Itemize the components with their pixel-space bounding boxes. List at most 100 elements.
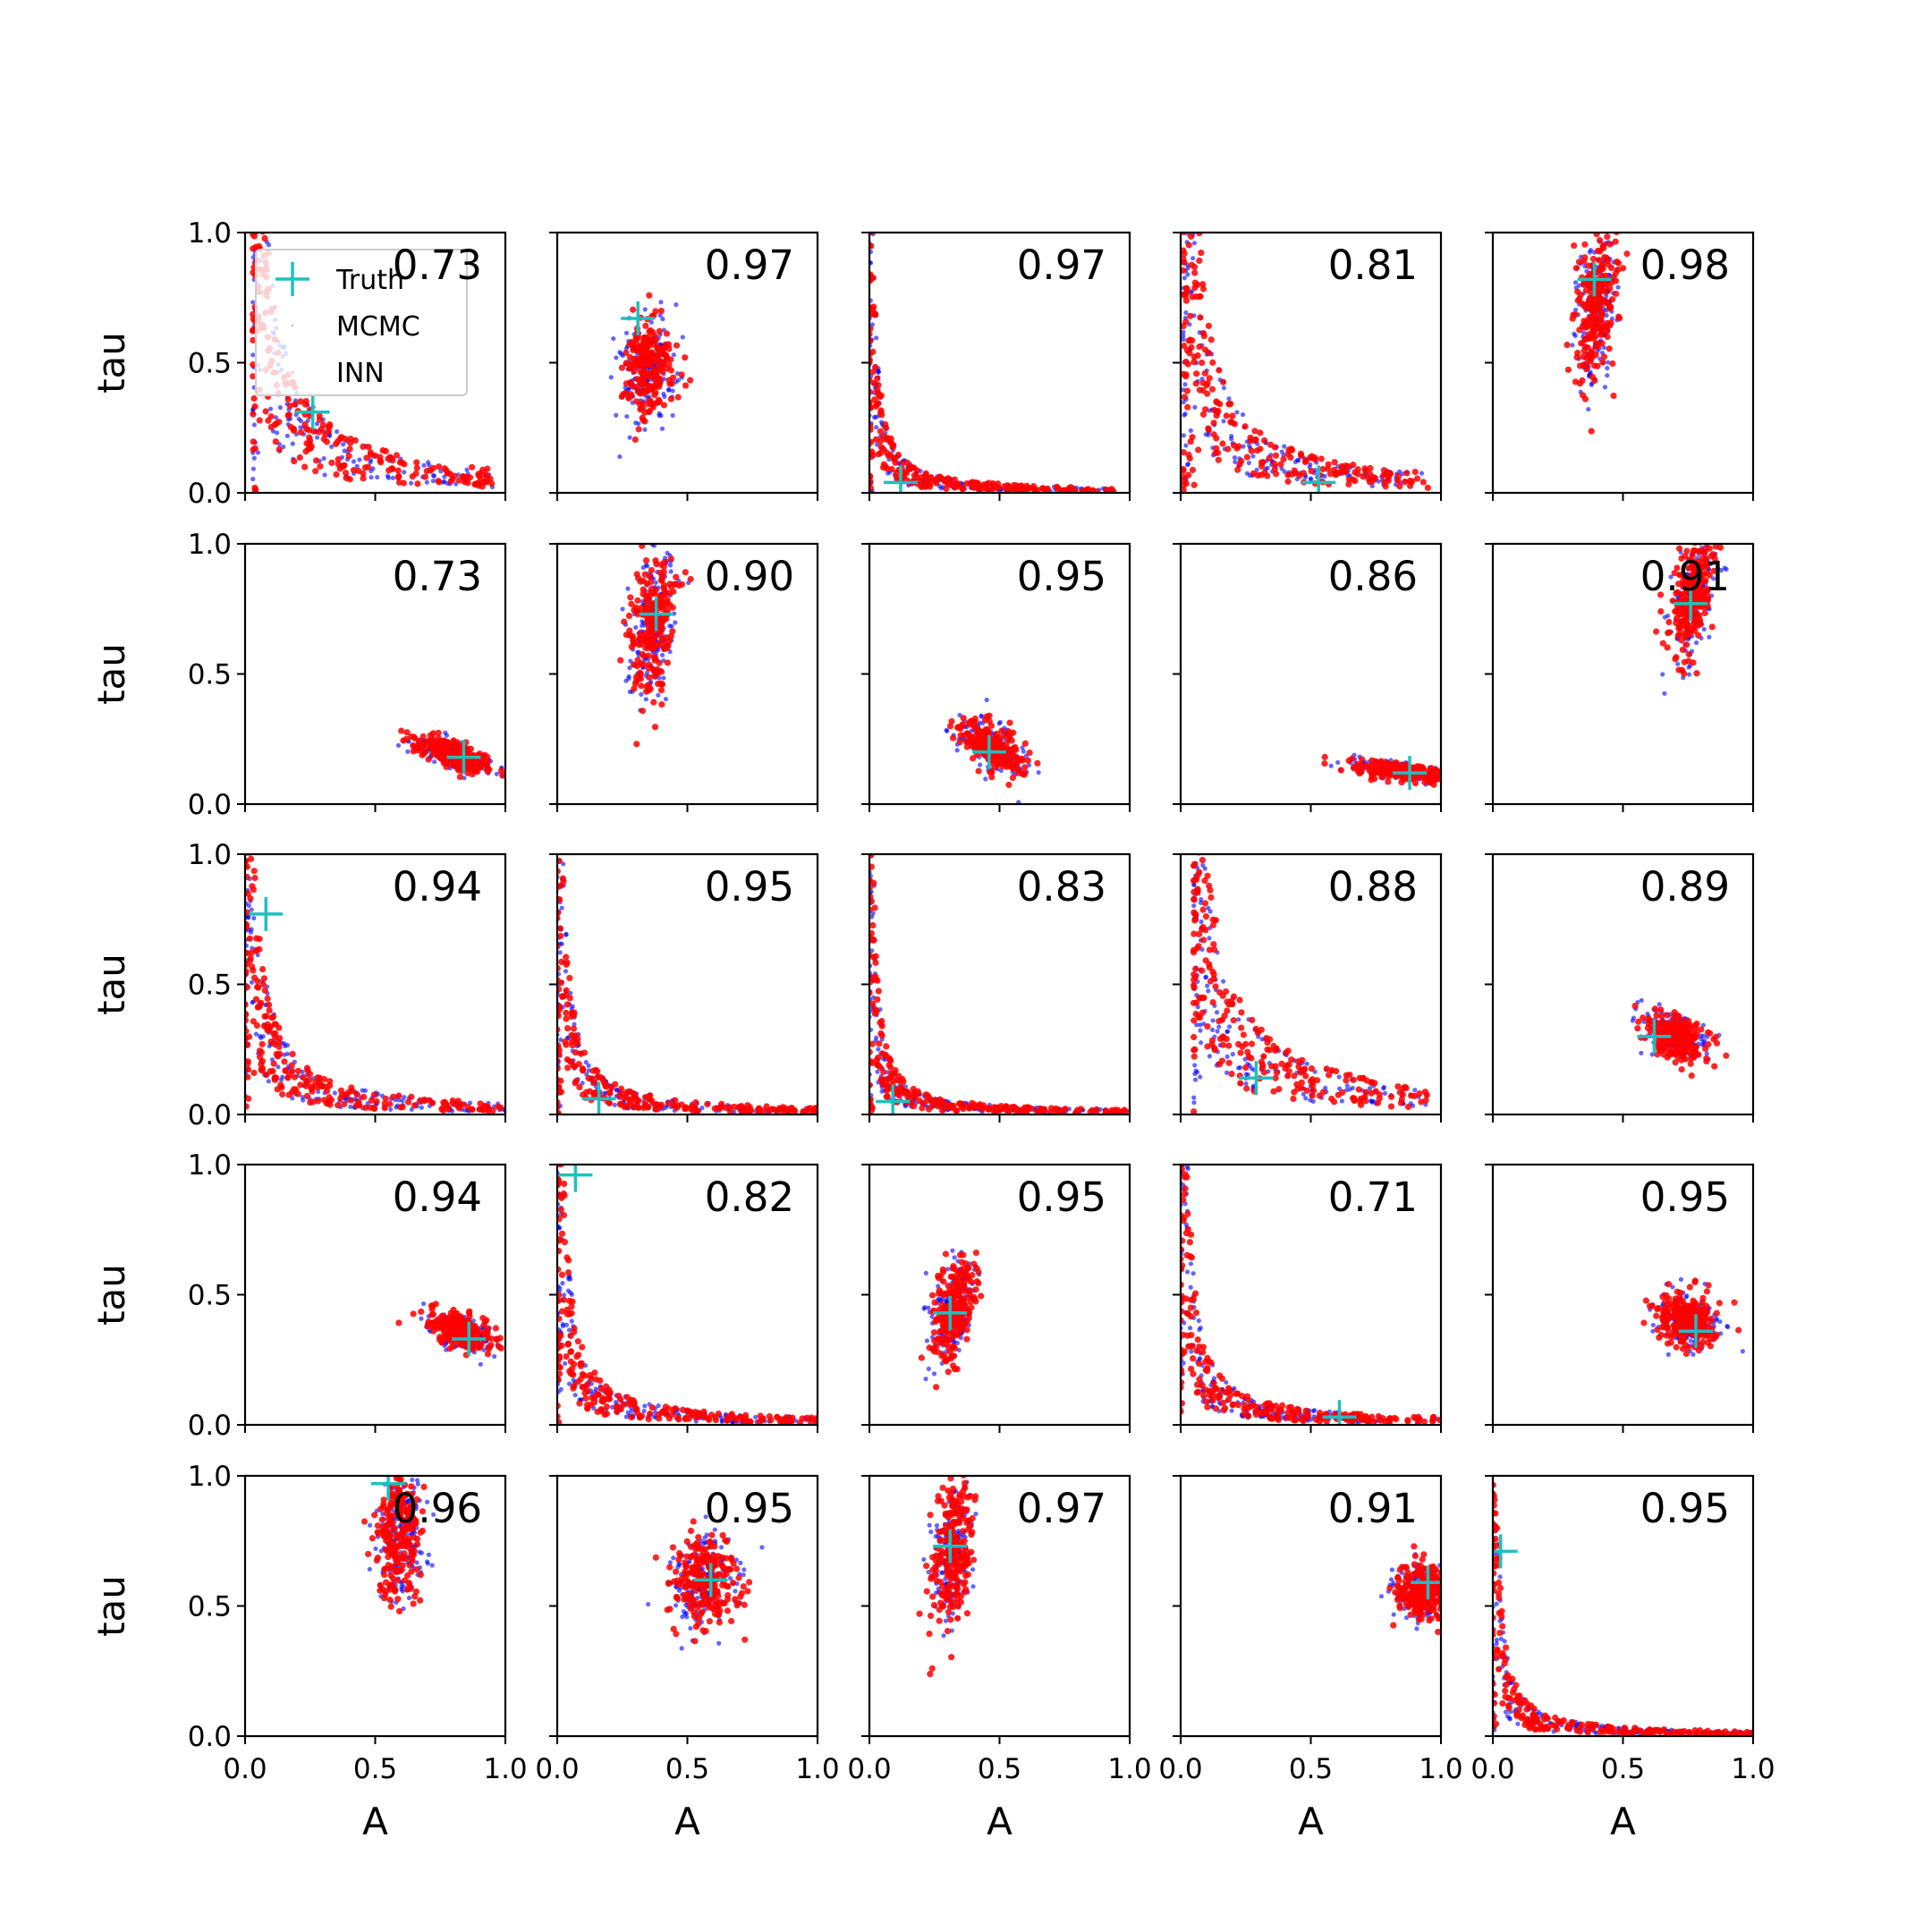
- inn-point: [414, 480, 421, 487]
- inn-point: [288, 1062, 295, 1069]
- inn-point: [1619, 265, 1627, 272]
- mcmc-point: [572, 1021, 577, 1027]
- mcmc-point: [1710, 576, 1716, 581]
- inn-point: [682, 569, 689, 576]
- inn-point: [268, 1014, 275, 1021]
- inn-point: [913, 473, 920, 480]
- truth-marker: [249, 896, 284, 931]
- inn-point: [657, 307, 665, 315]
- inn-point: [1456, 775, 1462, 781]
- inn-point: [1250, 470, 1257, 477]
- inn-point: [1182, 358, 1190, 366]
- mcmc-point: [425, 460, 431, 465]
- inn-point: [1653, 628, 1660, 635]
- inn-point: [889, 444, 896, 451]
- inn-point: [653, 399, 660, 407]
- inn-point: [1678, 604, 1685, 611]
- mcmc-point: [586, 1063, 591, 1068]
- mcmc-point: [623, 678, 629, 683]
- inn-point: [971, 719, 979, 726]
- inn-point: [324, 1087, 331, 1095]
- inn-point: [261, 234, 268, 242]
- mcmc-point: [872, 414, 877, 420]
- inn-point: [1604, 333, 1611, 341]
- inn-point: [301, 421, 309, 428]
- inn-point: [1266, 454, 1273, 462]
- inn-point: [1693, 611, 1700, 618]
- inn-point: [1215, 407, 1222, 415]
- mcmc-point: [244, 843, 249, 848]
- mcmc-point: [284, 433, 290, 438]
- inn-point: [623, 631, 631, 639]
- truth-marker: [446, 740, 481, 775]
- inn-point: [474, 479, 482, 487]
- mcmc-point: [998, 767, 1004, 773]
- inn-point: [341, 462, 348, 469]
- mcmc-point: [699, 1106, 705, 1111]
- inn-point: [645, 536, 651, 542]
- inn-point: [651, 391, 658, 399]
- inn-samples: [617, 536, 694, 748]
- mcmc-point: [275, 430, 280, 436]
- inn-point: [251, 402, 258, 410]
- inn-point: [1284, 478, 1292, 485]
- inn-point: [404, 1098, 412, 1106]
- inn-point: [1183, 221, 1190, 227]
- inn-point: [1021, 769, 1028, 776]
- inn-point: [1691, 627, 1699, 635]
- mcmc-point: [1182, 411, 1188, 417]
- inn-samples: [869, 233, 1117, 493]
- inn-point: [261, 1013, 268, 1021]
- mcmc-point: [250, 945, 255, 951]
- mcmc-point: [402, 1095, 407, 1100]
- inn-point: [1704, 593, 1711, 600]
- inn-point: [488, 479, 496, 487]
- inn-point: [1612, 238, 1619, 245]
- inn-point: [656, 380, 663, 387]
- inn-point: [321, 1075, 328, 1083]
- inn-point: [1702, 577, 1709, 584]
- inn-point: [633, 398, 640, 405]
- mcmc-point: [563, 969, 569, 974]
- inn-point: [242, 840, 248, 846]
- inn-point: [987, 768, 996, 775]
- inn-point: [1021, 764, 1029, 771]
- inn-point: [1598, 225, 1605, 231]
- inn-point: [674, 394, 682, 401]
- inn-point: [386, 453, 394, 461]
- mcmc-point: [1292, 459, 1298, 465]
- mcmc-point: [430, 472, 436, 478]
- inn-point: [635, 426, 642, 433]
- inn-point: [365, 444, 372, 451]
- mcmc-point: [557, 950, 563, 955]
- inn-point: [661, 646, 668, 653]
- inn-point: [1248, 447, 1255, 454]
- inn-point: [1001, 483, 1008, 490]
- inn-point: [877, 444, 885, 451]
- inn-point: [1695, 558, 1702, 565]
- inn-point: [617, 657, 624, 664]
- inn-point: [443, 1101, 450, 1109]
- mcmc-point: [1181, 329, 1186, 335]
- inn-point: [382, 447, 389, 454]
- inn-point: [576, 1083, 583, 1091]
- mcmc-point: [643, 697, 648, 702]
- inn-point: [468, 1106, 476, 1113]
- inn-point: [1411, 469, 1419, 476]
- mcmc-point: [657, 312, 663, 318]
- inn-point: [1186, 350, 1193, 357]
- inn-point: [1592, 332, 1599, 340]
- inn-point: [1083, 486, 1090, 493]
- inn-point: [302, 397, 309, 405]
- inn-point: [1581, 395, 1589, 402]
- mcmc-point: [1185, 272, 1191, 277]
- inn-point: [1337, 767, 1345, 774]
- inn-point: [1187, 312, 1194, 319]
- inn-point: [1260, 436, 1268, 445]
- inn-point: [260, 975, 268, 982]
- plot-area: [557, 544, 818, 804]
- inn-point: [682, 382, 690, 389]
- mcmc-point: [329, 444, 335, 449]
- inn-point: [623, 349, 630, 357]
- inn-point: [390, 1093, 397, 1100]
